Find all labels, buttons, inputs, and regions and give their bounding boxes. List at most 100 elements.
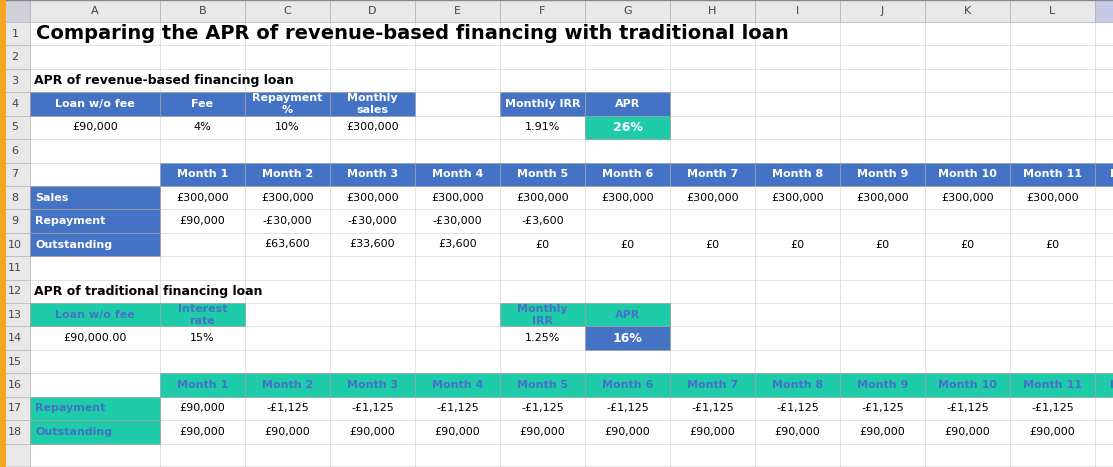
Bar	[585, 22, 670, 45]
Text: J: J	[880, 6, 884, 16]
Text: £0: £0	[620, 240, 634, 249]
Bar	[160, 373, 245, 397]
Bar	[1009, 209, 1095, 233]
Bar	[500, 92, 585, 116]
Bar	[30, 280, 160, 303]
Bar	[160, 116, 245, 139]
Text: -£1,125: -£1,125	[351, 403, 394, 413]
Bar	[755, 420, 840, 444]
Text: Outstanding: Outstanding	[35, 427, 112, 437]
Bar	[670, 92, 755, 116]
Text: Month 8: Month 8	[772, 380, 824, 390]
Bar	[329, 69, 415, 92]
Bar	[160, 420, 245, 444]
Bar	[1095, 22, 1113, 45]
Bar	[415, 373, 500, 397]
Bar	[755, 397, 840, 420]
Text: £300,000: £300,000	[1026, 193, 1078, 203]
Bar	[329, 256, 415, 280]
Bar	[1095, 303, 1113, 326]
Text: 5: 5	[11, 122, 19, 133]
Bar	[415, 92, 500, 116]
Text: 1.91%: 1.91%	[525, 122, 560, 133]
Bar	[1095, 163, 1113, 186]
Text: Repayment
%: Repayment %	[253, 93, 323, 115]
Bar	[500, 22, 585, 45]
Bar	[925, 256, 1009, 280]
Text: £0: £0	[706, 240, 720, 249]
Bar	[585, 92, 670, 116]
Text: -£1,125: -£1,125	[776, 403, 819, 413]
Bar	[160, 0, 245, 22]
Text: 16%: 16%	[612, 332, 642, 345]
Bar	[925, 420, 1009, 444]
Text: Month 4: Month 4	[432, 380, 483, 390]
Bar	[245, 280, 329, 303]
Bar	[30, 373, 160, 397]
Bar	[670, 209, 755, 233]
Text: 12: 12	[8, 286, 22, 297]
Bar	[245, 444, 329, 467]
Bar	[500, 256, 585, 280]
Bar	[670, 69, 755, 92]
Bar	[0, 303, 30, 326]
Bar	[670, 373, 755, 397]
Bar	[0, 0, 6, 467]
Text: 17: 17	[8, 403, 22, 413]
Bar	[585, 373, 670, 397]
Bar	[1095, 116, 1113, 139]
Bar	[1009, 186, 1095, 209]
Text: Month 1: Month 1	[177, 169, 228, 179]
Bar	[670, 163, 755, 186]
Bar	[30, 397, 160, 420]
Text: Month 5: Month 5	[516, 380, 568, 390]
Text: 7: 7	[11, 169, 19, 179]
Bar	[245, 163, 329, 186]
Bar	[1009, 373, 1095, 397]
Bar	[30, 420, 160, 444]
Bar	[840, 444, 925, 467]
Text: APR of traditional financing loan: APR of traditional financing loan	[35, 285, 263, 298]
Bar	[160, 256, 245, 280]
Bar	[160, 280, 245, 303]
Bar	[500, 373, 585, 397]
Bar	[415, 350, 500, 373]
Text: £90,000: £90,000	[265, 427, 311, 437]
Text: Month 5: Month 5	[516, 169, 568, 179]
Bar	[329, 420, 415, 444]
Bar	[0, 350, 30, 373]
Text: £0: £0	[535, 240, 550, 249]
Bar	[925, 373, 1009, 397]
Bar	[670, 420, 755, 444]
Text: Month 12: Month 12	[1110, 169, 1113, 179]
Bar	[1009, 92, 1095, 116]
Text: 3: 3	[11, 76, 19, 85]
Text: Comparing the APR of revenue-based financing with traditional loan: Comparing the APR of revenue-based finan…	[36, 24, 789, 43]
Bar	[1009, 444, 1095, 467]
Bar	[670, 326, 755, 350]
Bar	[585, 163, 670, 186]
Text: Month 9: Month 9	[857, 169, 908, 179]
Text: £300,000: £300,000	[687, 193, 739, 203]
Text: 9: 9	[11, 216, 19, 226]
Text: 14: 14	[8, 333, 22, 343]
Bar	[670, 233, 755, 256]
Bar	[585, 186, 670, 209]
Bar	[840, 373, 925, 397]
Bar	[0, 397, 30, 420]
Text: APR of revenue-based financing loan: APR of revenue-based financing loan	[35, 74, 294, 87]
Text: 13: 13	[8, 310, 22, 320]
Bar	[415, 373, 500, 397]
Bar	[755, 209, 840, 233]
Bar	[30, 139, 160, 163]
Bar	[30, 0, 160, 22]
Bar	[160, 69, 245, 92]
Bar	[30, 209, 160, 233]
Bar	[1009, 350, 1095, 373]
Text: £0: £0	[790, 240, 805, 249]
Text: -£1,125: -£1,125	[436, 403, 479, 413]
Text: I: I	[796, 6, 799, 16]
Bar	[245, 69, 329, 92]
Bar	[1095, 373, 1113, 397]
Bar	[0, 45, 30, 69]
